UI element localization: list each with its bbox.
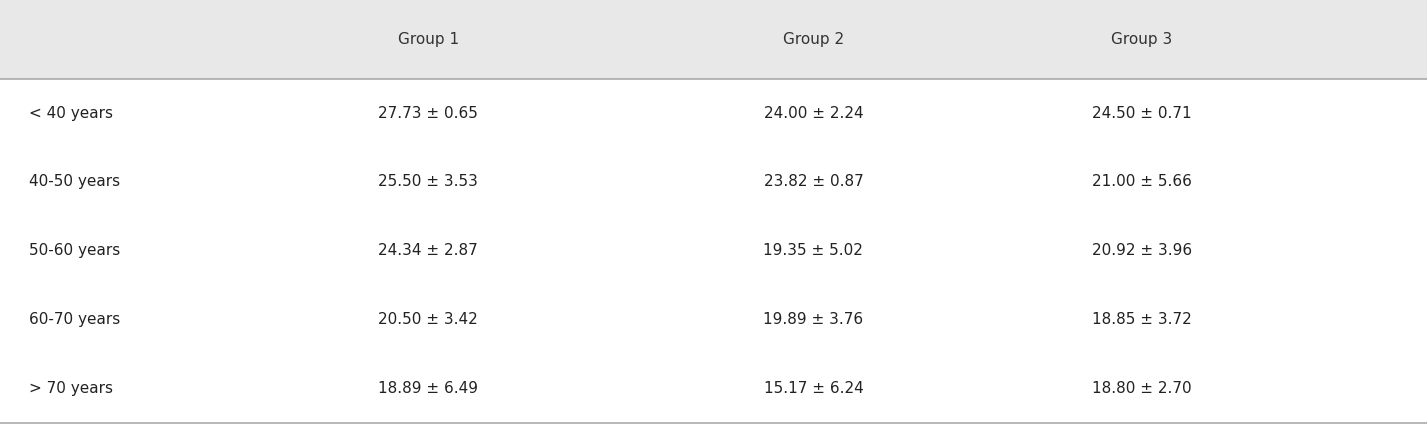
Text: 50-60 years: 50-60 years <box>29 243 120 258</box>
Text: Group 2: Group 2 <box>783 32 843 47</box>
Text: 21.00 ± 5.66: 21.00 ± 5.66 <box>1092 174 1192 190</box>
Text: 15.17 ± 6.24: 15.17 ± 6.24 <box>763 381 863 396</box>
Text: 19.35 ± 5.02: 19.35 ± 5.02 <box>763 243 863 258</box>
Text: 20.92 ± 3.96: 20.92 ± 3.96 <box>1092 243 1192 258</box>
Text: > 70 years: > 70 years <box>29 381 113 396</box>
Text: 20.50 ± 3.42: 20.50 ± 3.42 <box>378 312 478 327</box>
Text: Group 3: Group 3 <box>1112 32 1172 47</box>
Text: 23.82 ± 0.87: 23.82 ± 0.87 <box>763 174 863 190</box>
Text: < 40 years: < 40 years <box>29 106 113 121</box>
Text: Group 1: Group 1 <box>398 32 458 47</box>
Text: 60-70 years: 60-70 years <box>29 312 120 327</box>
Text: 24.34 ± 2.87: 24.34 ± 2.87 <box>378 243 478 258</box>
Text: 18.89 ± 6.49: 18.89 ± 6.49 <box>378 381 478 396</box>
Text: 25.50 ± 3.53: 25.50 ± 3.53 <box>378 174 478 190</box>
Text: 24.00 ± 2.24: 24.00 ± 2.24 <box>763 106 863 121</box>
FancyBboxPatch shape <box>0 0 1427 79</box>
Text: 24.50 ± 0.71: 24.50 ± 0.71 <box>1092 106 1192 121</box>
Text: 27.73 ± 0.65: 27.73 ± 0.65 <box>378 106 478 121</box>
Text: 18.85 ± 3.72: 18.85 ± 3.72 <box>1092 312 1192 327</box>
Text: 19.89 ± 3.76: 19.89 ± 3.76 <box>763 312 863 327</box>
Text: 40-50 years: 40-50 years <box>29 174 120 190</box>
Text: 18.80 ± 2.70: 18.80 ± 2.70 <box>1092 381 1192 396</box>
